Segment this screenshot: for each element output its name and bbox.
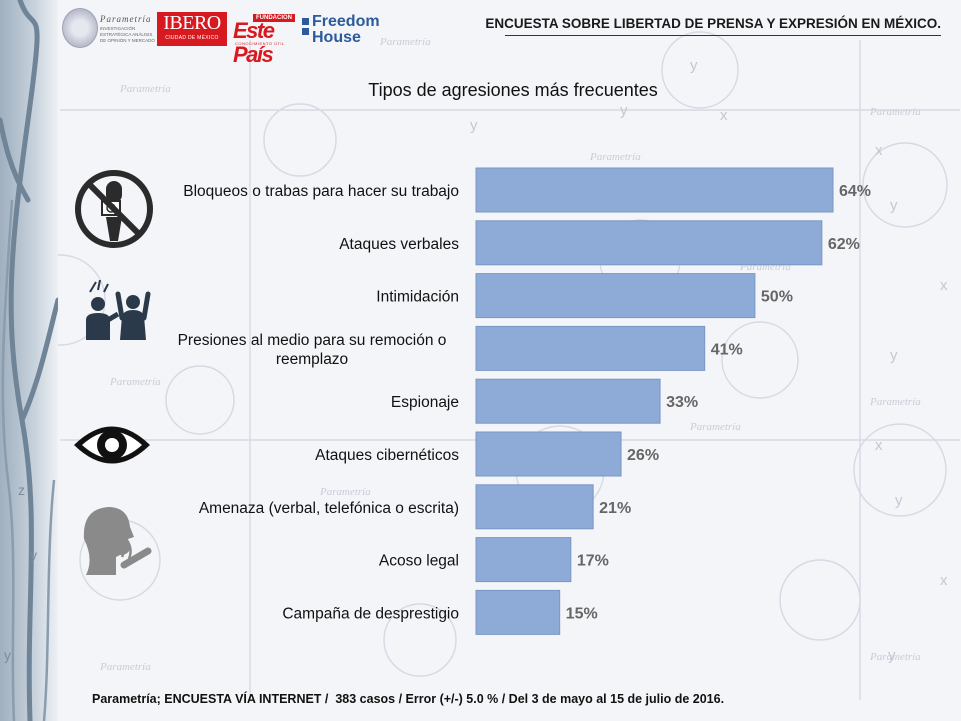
svg-text:x: x xyxy=(875,437,883,454)
svg-text:y: y xyxy=(890,347,898,364)
ibero-logo-sub: CIUDAD DE MÉXICO xyxy=(165,35,219,41)
freedom-house-line1: Freedom xyxy=(312,13,380,30)
category-label-3-line-1: reemplazo xyxy=(276,351,348,368)
confrontation-icon xyxy=(86,280,151,340)
value-label-4: 33% xyxy=(666,394,698,411)
svg-text:y: y xyxy=(895,492,903,509)
category-label-4: Espionaje xyxy=(391,394,459,411)
value-label-0: 64% xyxy=(839,183,871,200)
svg-text:x: x xyxy=(875,142,883,159)
footer-source-note: Parametría; ENCUESTA VÍA INTERNET / 383 … xyxy=(92,692,725,706)
freedom-house-mark-icon xyxy=(302,18,309,35)
eye-icon xyxy=(74,426,150,464)
parametria-emblem-icon xyxy=(62,8,98,48)
este-pais-fundacion: FUNDACIÓN xyxy=(253,14,295,22)
no-microphone-icon xyxy=(75,170,153,248)
svg-text:y: y xyxy=(620,102,628,119)
value-label-3: 41% xyxy=(711,341,743,358)
category-label-2: Intimidación xyxy=(376,289,459,306)
svg-text:Parametría: Parametría xyxy=(119,83,171,95)
svg-text:Parametría: Parametría xyxy=(589,151,641,163)
chart-title: Tipos de agresiones más frecuentes xyxy=(368,80,658,100)
svg-text:Parametría: Parametría xyxy=(379,36,431,48)
parametria-logo-name: Parametría xyxy=(100,14,152,24)
parametria-logo-tagline: INVESTIGACIÓN ESTRATÉGICA ANÁLISIS DE OP… xyxy=(100,26,155,43)
svg-text:Parametría: Parametría xyxy=(869,106,921,118)
category-label-0: Bloqueos o trabas para hacer su trabajo xyxy=(183,183,459,200)
whispering-person-icon xyxy=(83,507,152,575)
bar-1 xyxy=(475,220,823,266)
svg-text:z: z xyxy=(18,482,25,498)
value-label-8: 15% xyxy=(566,605,598,622)
tree-image-strip: z y y xyxy=(0,0,58,721)
value-label-1: 62% xyxy=(828,236,860,253)
freedom-house-logo: Freedom House xyxy=(300,14,382,48)
bar-3 xyxy=(475,325,706,371)
bar-4 xyxy=(475,378,661,424)
category-label-6: Amenaza (verbal, telefónica o escrita) xyxy=(199,500,459,517)
survey-title: ENCUESTA SOBRE LIBERTAD DE PRENSA Y EXPR… xyxy=(485,16,941,31)
svg-text:y: y xyxy=(470,117,478,134)
category-label-3-line-0: Presiones al medio para su remoción o xyxy=(178,332,447,349)
bar-2 xyxy=(475,273,756,319)
este-pais-sub: CONOCIMIENTO ÚTIL xyxy=(235,41,285,46)
svg-text:x: x xyxy=(940,572,948,589)
este-pais-logo: FUNDACIÓN Este País CONOCIMIENTO ÚTIL xyxy=(233,14,305,67)
bar-7 xyxy=(475,537,572,583)
parametria-logo: Parametría INVESTIGACIÓN ESTRATÉGICA ANÁ… xyxy=(62,8,155,48)
svg-text:y: y xyxy=(30,547,37,563)
bar-0 xyxy=(475,167,834,213)
value-label-5: 26% xyxy=(627,447,659,464)
svg-text:x: x xyxy=(720,107,728,124)
svg-text:Parametría: Parametría xyxy=(689,421,741,433)
category-label-8: Campaña de desprestigio xyxy=(282,605,459,622)
svg-text:x: x xyxy=(940,277,948,294)
svg-text:Parametría: Parametría xyxy=(109,376,161,388)
category-label-1: Ataques verbales xyxy=(339,236,459,253)
ibero-logo: IBERO CIUDAD DE MÉXICO xyxy=(157,12,227,46)
svg-text:Parametría: Parametría xyxy=(319,486,371,498)
value-label-7: 17% xyxy=(577,553,609,570)
bar-5 xyxy=(475,431,622,477)
value-label-6: 21% xyxy=(599,500,631,517)
svg-text:y: y xyxy=(4,647,11,663)
svg-text:y: y xyxy=(890,197,898,214)
svg-text:y: y xyxy=(888,647,896,664)
value-label-2: 50% xyxy=(761,289,793,306)
svg-text:Parametría: Parametría xyxy=(869,396,921,408)
freedom-house-line2: House xyxy=(312,29,361,46)
category-label-5: Ataques cibernéticos xyxy=(315,447,459,464)
svg-text:Parametría: Parametría xyxy=(869,651,921,663)
svg-text:y: y xyxy=(690,57,698,74)
category-label-7: Acoso legal xyxy=(379,553,459,570)
svg-text:Parametría: Parametría xyxy=(99,661,151,673)
header-divider xyxy=(505,35,941,36)
bar-6 xyxy=(475,484,594,530)
bar-8 xyxy=(475,589,561,635)
este-pais-name: Este País xyxy=(233,18,275,67)
ibero-logo-name: IBERO xyxy=(163,12,221,34)
